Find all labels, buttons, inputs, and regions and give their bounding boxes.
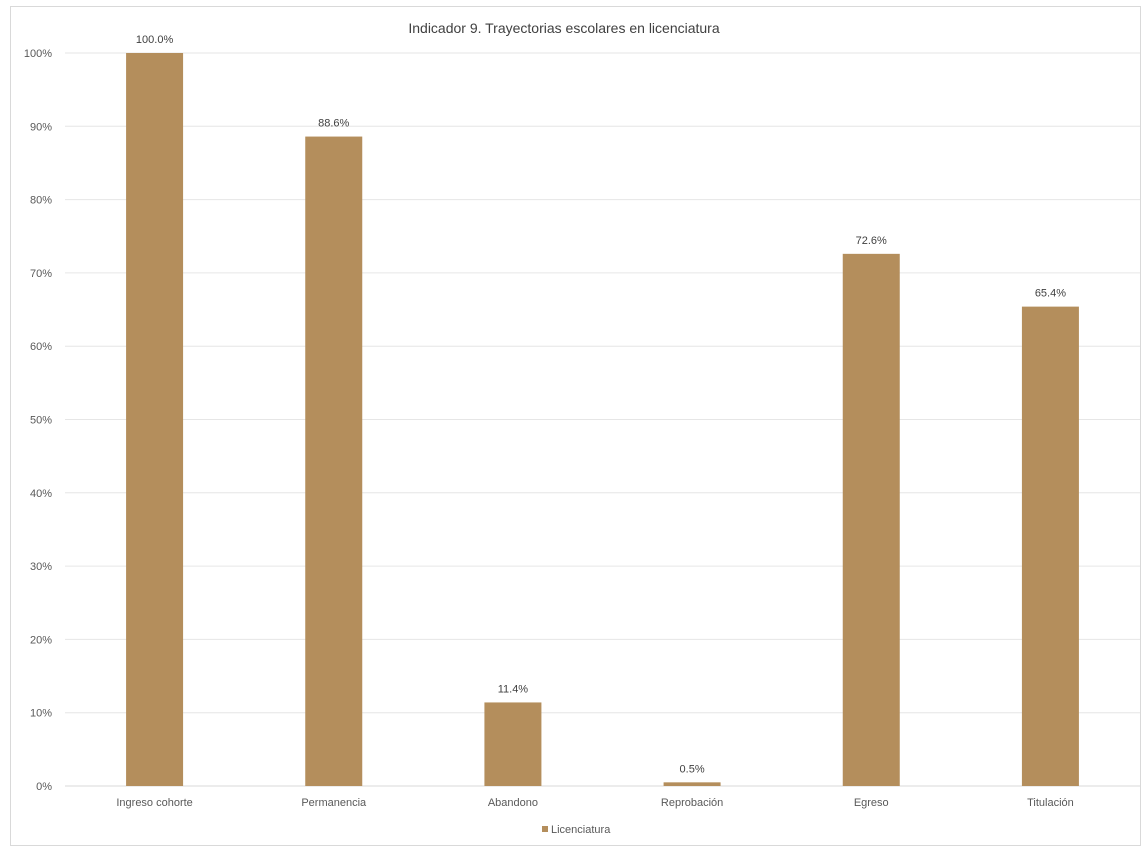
- bar: [126, 53, 184, 786]
- chart-frame: [10, 6, 1141, 846]
- legend-swatch-licenciatura: [542, 826, 548, 832]
- data-label: 100.0%: [136, 34, 174, 46]
- bar: [305, 136, 363, 786]
- y-tick-label: 60%: [30, 341, 52, 353]
- x-tick-label: Permanencia: [301, 797, 367, 809]
- data-label: 11.4%: [498, 683, 529, 695]
- bar: [842, 253, 900, 787]
- x-tick-label: Abandono: [488, 797, 538, 809]
- data-label: 0.5%: [680, 763, 705, 775]
- legend: Licenciatura: [542, 824, 611, 836]
- y-tick-label: 40%: [30, 488, 52, 500]
- y-tick-label: 10%: [30, 708, 52, 720]
- x-tick-label: Titulación: [1027, 797, 1074, 809]
- bar: [484, 702, 542, 786]
- data-label: 72.6%: [856, 235, 887, 247]
- x-axis-tick-labels: Ingreso cohorte Permanencia Abandono Reprob…: [116, 797, 1073, 809]
- bar: [663, 782, 721, 786]
- y-tick-label: 0%: [36, 781, 52, 793]
- x-tick-label: Reprobación: [661, 797, 723, 809]
- y-tick-label: 80%: [30, 195, 52, 207]
- chart-title: Indicador 9. Trayectorias escolares en l…: [408, 20, 719, 36]
- data-labels: 100.0% 88.6% 11.4% 0.5% 72.6% 65.4%: [136, 34, 1066, 775]
- y-tick-label: 30%: [30, 561, 52, 573]
- y-tick-label: 100%: [24, 48, 52, 60]
- y-axis-tick-labels: 0% 10% 20% 30% 40% 50% 60% 70% 80% 90% 100%: [24, 48, 52, 793]
- y-tick-label: 50%: [30, 415, 52, 427]
- data-label: 88.6%: [318, 118, 349, 130]
- x-tick-label: Egreso: [854, 797, 889, 809]
- data-label: 65.4%: [1035, 288, 1066, 300]
- legend-label-licenciatura: Licenciatura: [551, 824, 611, 836]
- bar: [1021, 306, 1079, 786]
- y-tick-label: 90%: [30, 121, 52, 133]
- y-tick-label: 70%: [30, 268, 52, 280]
- gridlines: [65, 52, 1140, 787]
- y-tick-label: 20%: [30, 634, 52, 646]
- x-tick-label: Ingreso cohorte: [116, 797, 192, 809]
- bars: [126, 53, 1079, 787]
